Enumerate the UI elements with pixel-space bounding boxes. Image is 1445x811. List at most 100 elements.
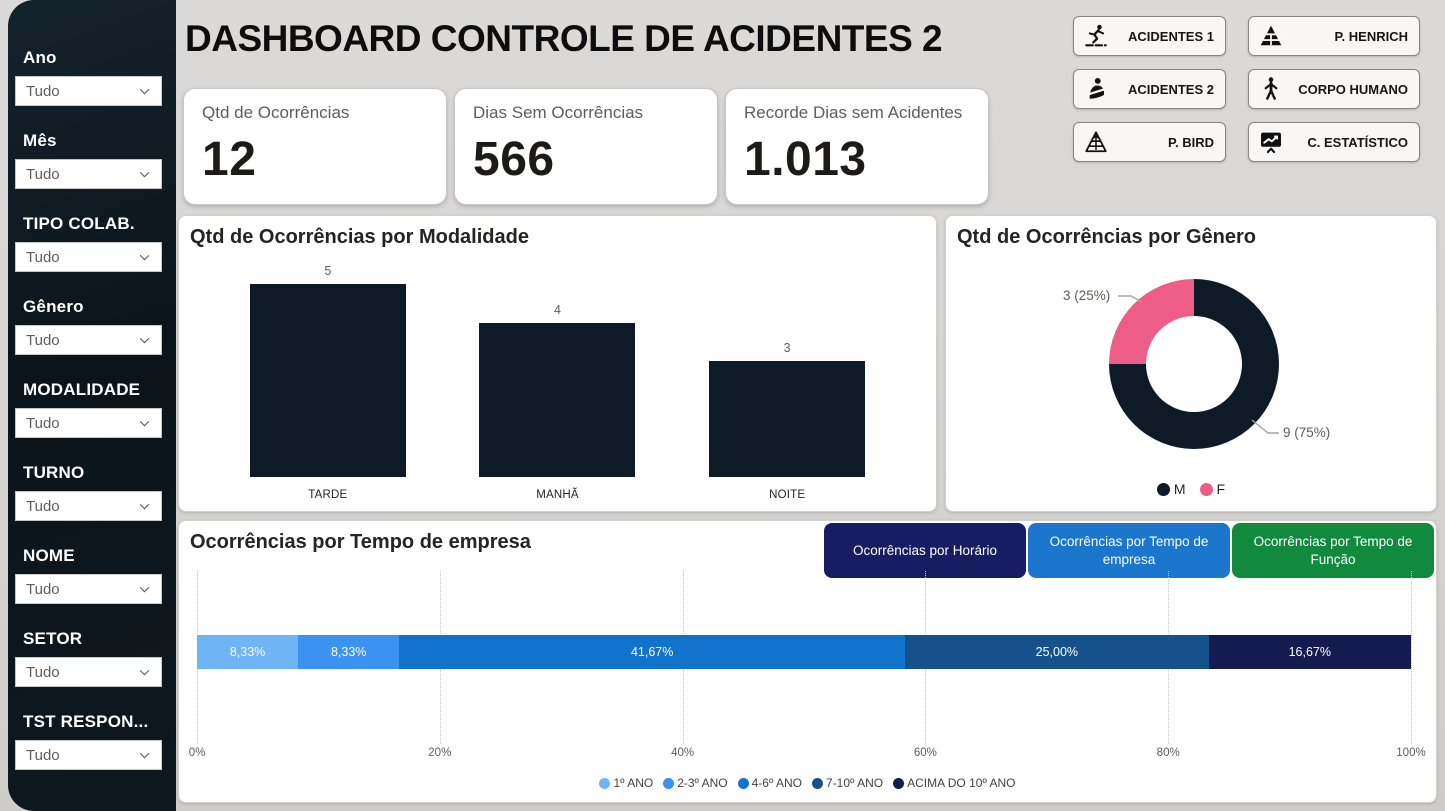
dropdown-value: Tudo: [26, 746, 60, 764]
legend-item-4-6-ano[interactable]: 4-6º ANO: [737, 776, 802, 790]
x-tick: 100%: [1396, 747, 1426, 759]
chart-switch-tabs: Ocorrências por Horário Ocorrências por …: [824, 523, 1434, 578]
filter-dropdown-modalidade[interactable]: Tudo: [15, 408, 162, 438]
dropdown-value: Tudo: [26, 165, 60, 183]
gridline: [1411, 571, 1412, 744]
page-navigation: ACIDENTES 1 P. HENRICH ACIDENTES 2: [1073, 16, 1420, 162]
legend-label: M: [1173, 481, 1186, 497]
bar-manha[interactable]: [479, 323, 636, 477]
dropdown-value: Tudo: [26, 414, 60, 432]
legend-dot-icon: [1156, 482, 1170, 496]
filter-dropdown-genero[interactable]: Tudo: [15, 325, 162, 355]
chevron-down-icon: [139, 752, 150, 758]
bar-column: 4 MANHÃ: [479, 303, 636, 501]
legend-item-1-ano[interactable]: 1º ANO: [599, 776, 653, 790]
modalidade-bar-chart-panel: Qtd de Ocorrências por Modalidade 5 TARD…: [178, 215, 937, 512]
filter-dropdown-setor[interactable]: Tudo: [15, 657, 162, 687]
chart-title: Qtd de Ocorrências por Modalidade: [190, 226, 529, 248]
bar-noite[interactable]: [709, 361, 866, 477]
bar-data-label: 5: [324, 264, 332, 278]
nav-label: ACIDENTES 2: [1128, 81, 1214, 97]
legend-dot-icon: [893, 777, 905, 789]
segment-4-6-ano[interactable]: 41,67%: [399, 635, 906, 669]
filter-dropdown-tipo-colab[interactable]: Tudo: [15, 242, 162, 272]
x-tick: 0%: [188, 747, 206, 759]
legend-label: 1º ANO: [613, 776, 654, 790]
legend-item-m[interactable]: M: [1156, 481, 1186, 497]
filter-group-turno: TURNO Tudo: [15, 463, 162, 521]
segment-label: 41,67%: [630, 645, 674, 659]
chevron-down-icon: [139, 586, 150, 592]
nav-label: ACIDENTES 1: [1128, 28, 1214, 44]
legend-item-2-3-ano[interactable]: 2-3º ANO: [663, 776, 728, 790]
tab-ocorrencias-tempo-funcao[interactable]: Ocorrências por Tempo de Função: [1232, 523, 1434, 578]
bar-category-label: NOITE: [769, 489, 806, 501]
segment-label: 8,33%: [330, 645, 367, 659]
filter-group-nome: NOME Tudo: [15, 546, 162, 604]
filter-dropdown-tst-responsavel[interactable]: Tudo: [15, 740, 162, 770]
x-tick: 80%: [1156, 747, 1180, 759]
dropdown-value: Tudo: [26, 663, 60, 681]
segment-label: 16,67%: [1288, 645, 1331, 659]
chart-title: Qtd de Ocorrências por Gênero: [957, 226, 1256, 248]
chevron-down-icon: [139, 503, 150, 509]
bar-plot-area: 5 TARDE 4 MANHÃ 3 NOITE: [213, 264, 902, 501]
filter-dropdown-turno[interactable]: Tudo: [15, 491, 162, 521]
segment-acima-10-ano[interactable]: 16,67%: [1208, 635, 1411, 669]
filter-dropdown-nome[interactable]: Tudo: [15, 574, 162, 604]
filter-label: Ano: [23, 48, 57, 67]
page-title: DASHBOARD CONTROLE DE ACIDENTES 2: [185, 18, 943, 59]
segment-2-3-ano[interactable]: 8,33%: [298, 635, 400, 669]
dropdown-value: Tudo: [26, 331, 60, 349]
tab-ocorrencias-horario[interactable]: Ocorrências por Horário: [824, 523, 1026, 578]
filter-label: TIPO COLAB.: [23, 214, 135, 233]
nav-label: C. ESTATÍSTICO: [1307, 134, 1408, 150]
bar-category-label: TARDE: [308, 489, 348, 501]
filter-dropdown-ano[interactable]: Tudo: [15, 76, 162, 106]
filter-group-setor: SETOR Tudo: [15, 629, 162, 687]
dropdown-value: Tudo: [26, 580, 60, 598]
kpi-value: 12: [202, 133, 257, 186]
x-tick: 40%: [671, 747, 695, 759]
legend-dot-icon: [663, 777, 675, 789]
chevron-down-icon: [139, 337, 150, 343]
tab-label: Ocorrências por Tempo de Função: [1253, 533, 1413, 567]
legend-label: ACIMA DO 10º ANO: [907, 776, 1016, 790]
nav-corpo-humano[interactable]: CORPO HUMANO: [1248, 69, 1420, 109]
chevron-down-icon: [139, 88, 150, 94]
gender-donut[interactable]: [1109, 279, 1279, 449]
filter-dropdown-mes[interactable]: Tudo: [15, 159, 162, 189]
kpi-qtd-ocorrencias: Qtd de Ocorrências 12: [183, 88, 447, 205]
bar-data-label: 3: [783, 341, 791, 355]
chevron-down-icon: [139, 669, 150, 675]
kpi-label: Dias Sem Ocorrências: [473, 103, 644, 122]
chart-board-icon: [1261, 132, 1281, 154]
stacked-bar: 8,33% 8,33% 41,67% 25,00% 16,67%: [197, 635, 1411, 669]
segment-7-10-ano[interactable]: 25,00%: [905, 635, 1209, 669]
nav-acidentes-1[interactable]: ACIDENTES 1: [1073, 16, 1226, 56]
filter-group-tipo-colab: TIPO COLAB. Tudo: [15, 214, 162, 272]
legend-item-f[interactable]: F: [1199, 481, 1225, 497]
legend-label: 2-3º ANO: [677, 776, 728, 790]
filter-label: Mês: [23, 131, 57, 150]
nav-p-bird[interactable]: P. BIRD: [1073, 122, 1226, 162]
chart-title: Ocorrências por Tempo de empresa: [190, 531, 531, 553]
tab-ocorrencias-tempo-empresa[interactable]: Ocorrências por Tempo de empresa: [1028, 523, 1230, 578]
legend-item-acima-10-ano[interactable]: ACIMA DO 10º ANO: [893, 776, 1016, 790]
bar-data-label: 4: [554, 303, 561, 317]
legend-dot-icon: [1199, 482, 1213, 496]
nav-p-henrich[interactable]: P. HENRICH: [1248, 16, 1420, 56]
main-area: DASHBOARD CONTROLE DE ACIDENTES 2 ACIDEN…: [176, 0, 1445, 811]
x-axis: 0% 20% 40% 60% 80% 100%: [189, 747, 1426, 763]
nav-c-estatistico[interactable]: C. ESTATÍSTICO: [1248, 122, 1420, 162]
tab-label: Ocorrências por Tempo de empresa: [1049, 533, 1209, 567]
bar-tarde[interactable]: [249, 284, 406, 477]
segment-1-ano[interactable]: 8,33%: [197, 635, 299, 669]
dropdown-value: Tudo: [26, 248, 60, 266]
legend-item-7-10-ano[interactable]: 7-10º ANO: [812, 776, 883, 790]
legend-dot-icon: [812, 777, 824, 789]
kpi-value: 1.013: [744, 133, 867, 186]
kpi-label: Qtd de Ocorrências: [202, 103, 350, 122]
nav-acidentes-2[interactable]: ACIDENTES 2: [1073, 69, 1226, 109]
